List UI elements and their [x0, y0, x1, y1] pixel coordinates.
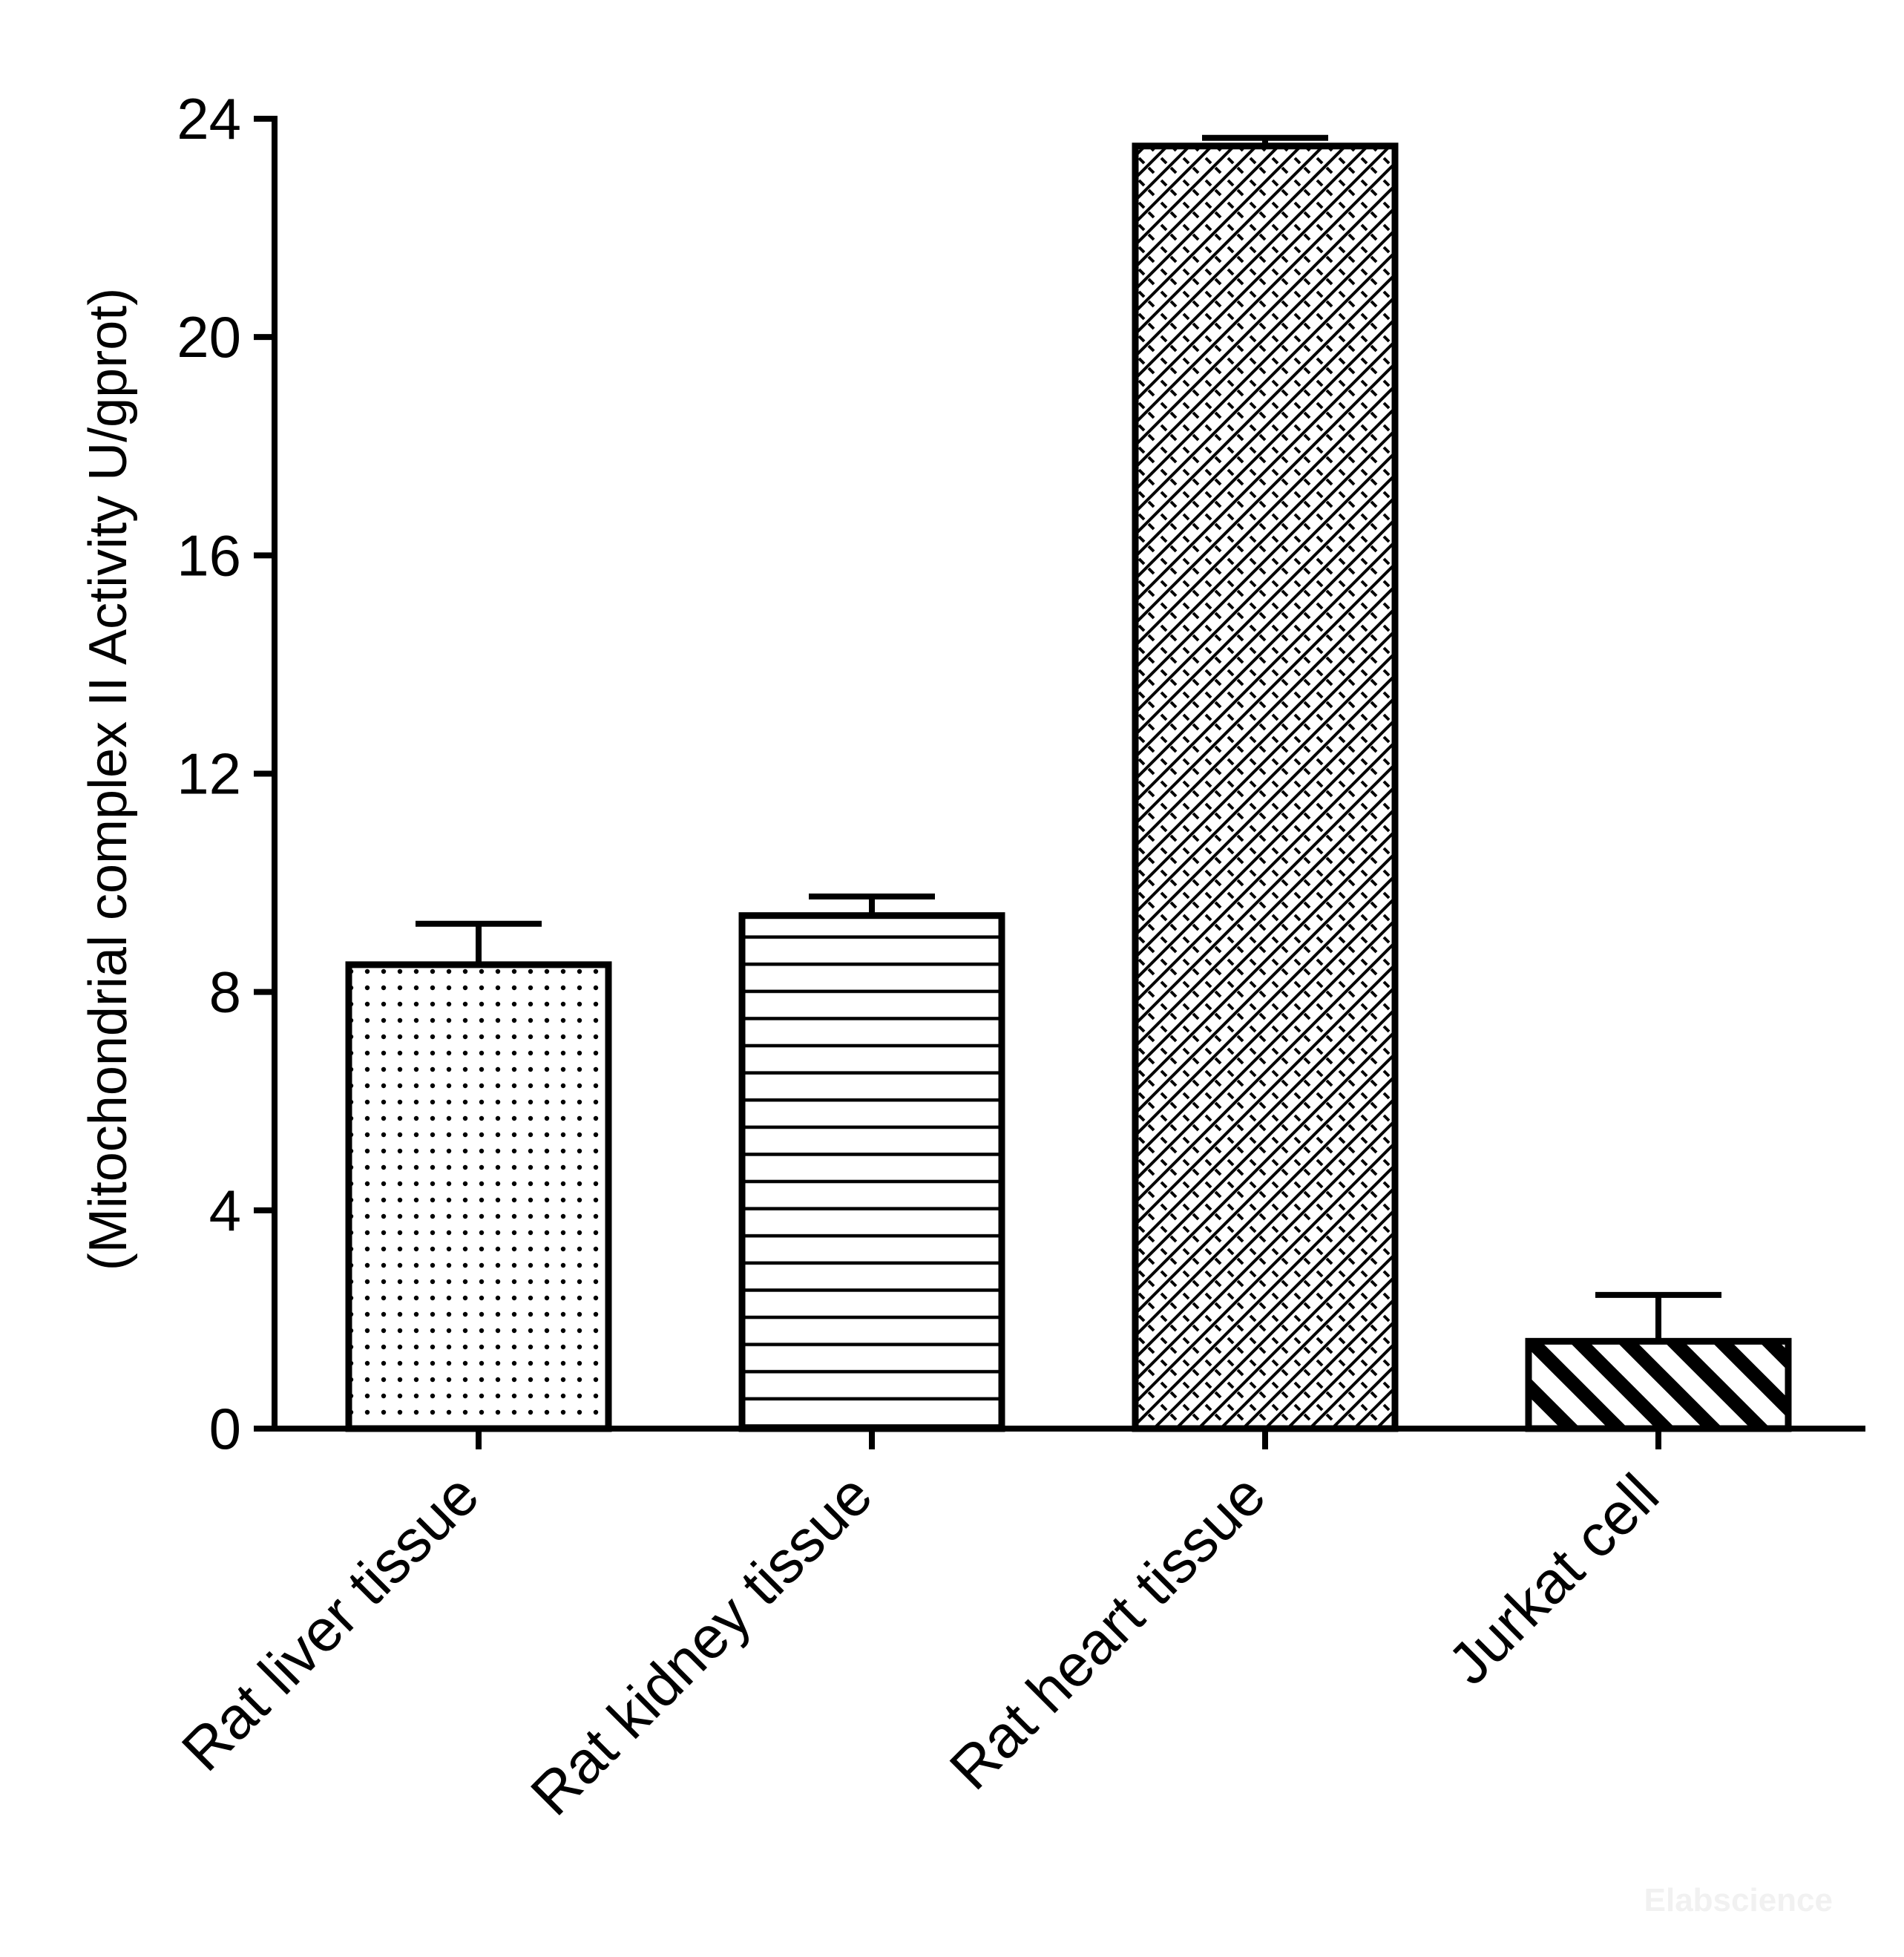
y-tick-label: 12: [177, 741, 241, 807]
y-tick-label: 0: [209, 1396, 241, 1461]
y-tick-label: 24: [177, 86, 241, 151]
bar: [738, 912, 1005, 1432]
x-tick-label: Rat heart tissue: [937, 1461, 1278, 1802]
bar: [345, 961, 612, 1432]
x-tick-label: Rat liver tissue: [169, 1461, 491, 1783]
y-tick-label: 20: [177, 304, 241, 370]
bar: [1132, 142, 1399, 1432]
y-tick-label: 16: [177, 522, 241, 588]
bars: [345, 134, 1792, 1432]
y-tick-label: 4: [209, 1178, 241, 1243]
x-tick-label: Jurkat cell: [1435, 1461, 1671, 1697]
y-axis-label: (Mitochondrial complex II Activity U/gpr…: [79, 288, 138, 1271]
x-tick-label: Rat kidney tissue: [518, 1461, 884, 1828]
y-tick-label: 8: [209, 960, 241, 1025]
x-ticks: Rat liver tissue Rat kidney tissue Rat hea…: [169, 1429, 1671, 1828]
y-ticks: 0 4 8 12 16 20 24: [177, 86, 275, 1461]
watermark-logo: Elabscience: [1644, 1882, 1833, 1918]
bar: [1525, 1337, 1792, 1432]
